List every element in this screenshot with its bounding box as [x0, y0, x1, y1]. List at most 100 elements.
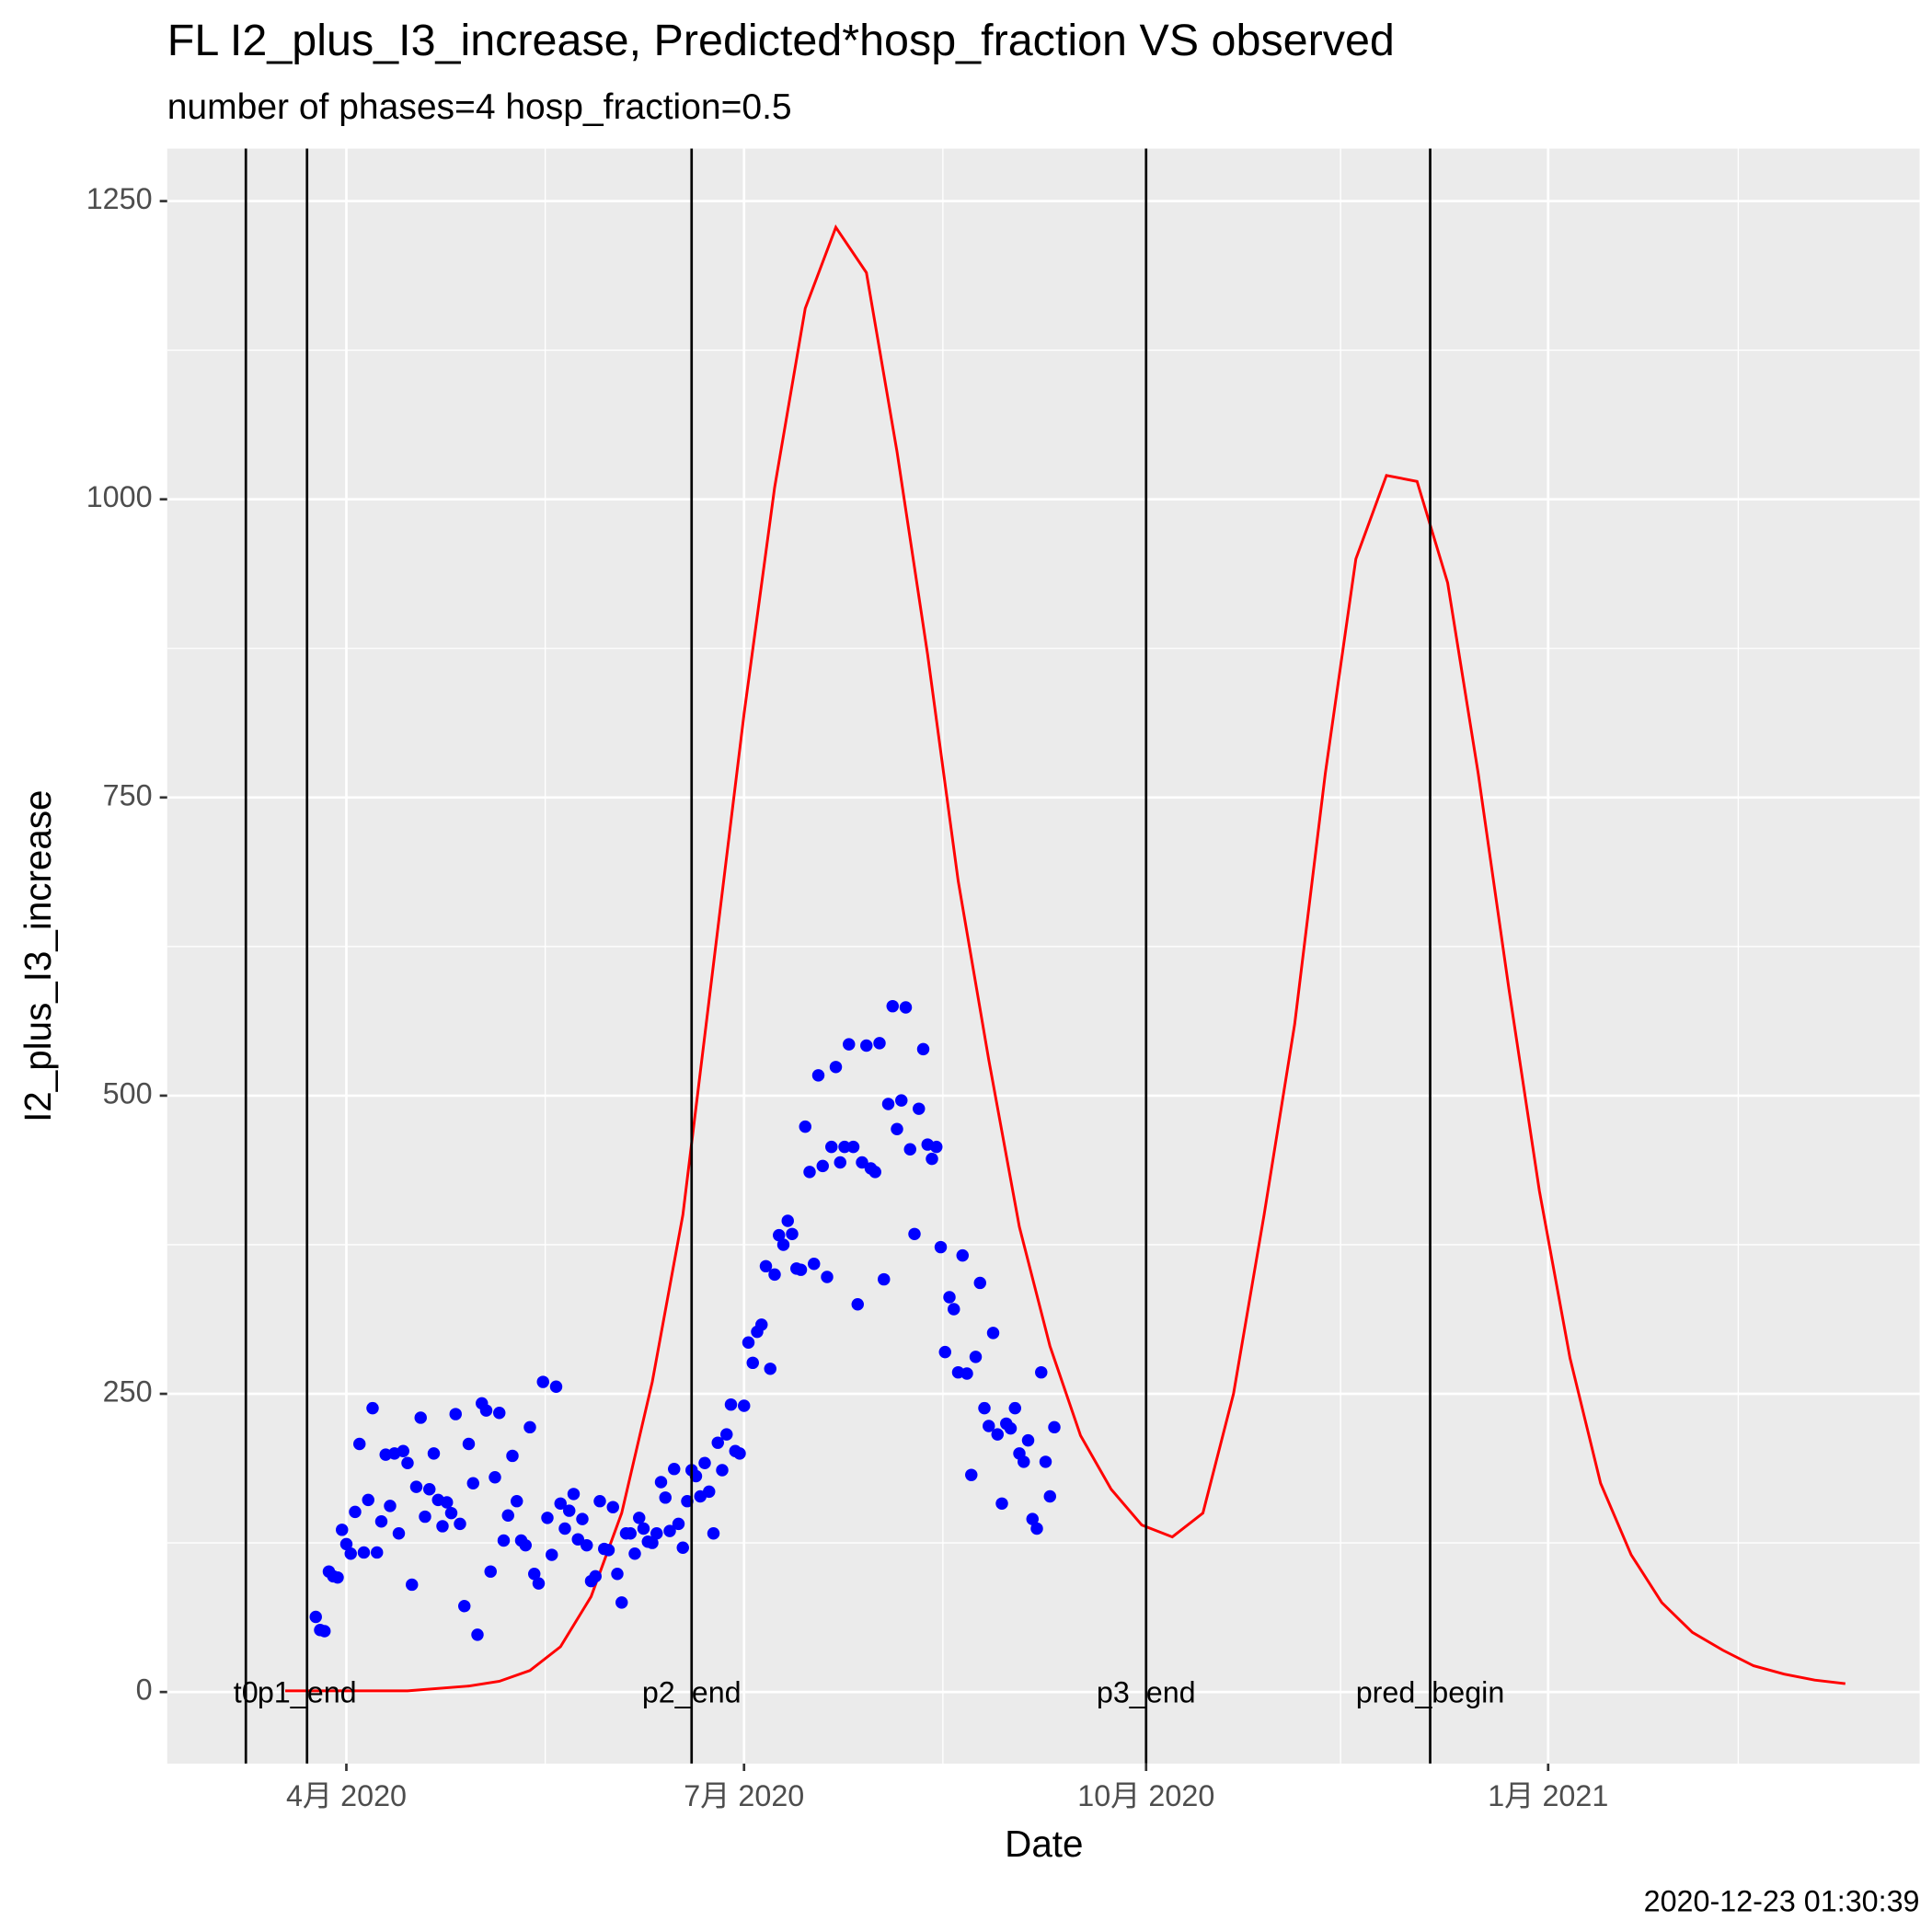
observed-point: [913, 1102, 926, 1115]
observed-point: [816, 1159, 829, 1173]
observed-point: [353, 1437, 366, 1451]
observed-point: [698, 1456, 711, 1469]
observed-point: [899, 1001, 913, 1014]
observed-point: [593, 1494, 606, 1508]
observed-point: [672, 1517, 685, 1531]
observed-point: [1008, 1401, 1021, 1415]
labels-layer: t0 p1_end p2_end p3_end pred_begin: [234, 1675, 1505, 1708]
observed-point: [554, 1497, 567, 1511]
observed-point: [773, 1228, 786, 1242]
observed-point: [419, 1510, 431, 1524]
observed-point: [1021, 1433, 1035, 1447]
observed-point: [943, 1291, 956, 1304]
observed-point: [633, 1512, 646, 1524]
observed-point: [1018, 1455, 1030, 1468]
observed-point: [444, 1506, 458, 1520]
observed-point: [825, 1140, 838, 1154]
phase-label: t0: [234, 1675, 259, 1708]
y-tick-label: 750: [103, 778, 153, 811]
observed-point: [803, 1166, 816, 1179]
observed-point: [362, 1493, 374, 1507]
observed-point: [1030, 1522, 1043, 1535]
observed-point: [541, 1512, 554, 1524]
observed-point: [357, 1546, 371, 1559]
observed-point: [449, 1408, 462, 1420]
observed-point: [903, 1143, 916, 1156]
observed-point: [895, 1094, 908, 1107]
observed-point: [969, 1351, 983, 1363]
observed-point: [611, 1568, 624, 1581]
observed-point: [681, 1494, 694, 1508]
observed-point: [886, 999, 899, 1013]
observed-point: [1039, 1455, 1052, 1468]
observed-point: [856, 1156, 868, 1169]
observed-point: [659, 1491, 672, 1504]
observed-point: [397, 1444, 409, 1457]
observed-point: [532, 1577, 546, 1590]
observed-point: [720, 1428, 733, 1441]
observed-point: [571, 1533, 584, 1546]
observed-point: [808, 1257, 821, 1271]
observed-point: [786, 1227, 799, 1241]
observed-point: [528, 1568, 541, 1581]
observed-point: [881, 1098, 895, 1110]
grid-layer: [167, 148, 1920, 1764]
observed-point: [781, 1214, 794, 1227]
observed-point: [759, 1259, 773, 1273]
observed-point: [873, 1037, 886, 1050]
observed-point: [576, 1512, 589, 1525]
observed-point: [860, 1039, 873, 1052]
observed-point: [479, 1404, 493, 1417]
observed-point: [908, 1227, 921, 1241]
observed-point: [973, 1276, 986, 1290]
observed-point: [458, 1600, 471, 1613]
observed-point: [829, 1061, 843, 1074]
observed-point: [838, 1140, 851, 1154]
observed-point: [615, 1596, 628, 1609]
observed-point: [995, 1497, 1008, 1511]
observed-point: [606, 1501, 619, 1513]
observed-point: [374, 1515, 388, 1528]
observed-point: [549, 1380, 563, 1393]
observed-point: [336, 1524, 349, 1536]
observed-point: [930, 1140, 943, 1154]
observed-point: [563, 1504, 576, 1517]
observed-point: [794, 1263, 808, 1276]
x-tick-label: 7月 2020: [684, 1779, 804, 1812]
observed-point: [489, 1471, 501, 1484]
observed-point: [668, 1462, 681, 1476]
observed-point: [589, 1570, 602, 1583]
observed-point: [746, 1356, 759, 1370]
observed-point: [821, 1271, 834, 1283]
observed-point: [493, 1407, 506, 1420]
observed-point: [707, 1526, 720, 1540]
prediction-line: [284, 224, 1846, 1693]
observed-point: [506, 1449, 519, 1463]
plot-panel: [167, 148, 1920, 1764]
observed-point: [733, 1447, 746, 1460]
observed-point: [484, 1565, 497, 1578]
observed-point: [581, 1538, 593, 1552]
observed-point: [1004, 1421, 1018, 1435]
observed-point: [938, 1345, 951, 1359]
x-axis-title: Date: [1005, 1823, 1083, 1865]
observed-point: [471, 1628, 484, 1641]
x-tick-label: 4月 2020: [286, 1779, 407, 1812]
observed-point: [978, 1401, 991, 1415]
y-tick-label: 1250: [86, 182, 153, 215]
y-tick-label: 500: [103, 1076, 153, 1110]
observed-point: [799, 1120, 811, 1133]
observed-point: [956, 1248, 969, 1262]
marks-layer: [244, 148, 1846, 1764]
observed-point: [519, 1538, 532, 1552]
phase-label: p1_end: [258, 1675, 357, 1708]
observed-point: [983, 1420, 995, 1432]
observed-point: [663, 1524, 676, 1537]
observed-point: [716, 1464, 729, 1477]
phase-label: pred_begin: [1356, 1675, 1505, 1708]
observed-point: [1026, 1512, 1039, 1525]
observed-point: [776, 1238, 790, 1251]
observed-point: [689, 1469, 703, 1483]
observed-point: [851, 1298, 864, 1311]
observed-point: [742, 1336, 755, 1350]
